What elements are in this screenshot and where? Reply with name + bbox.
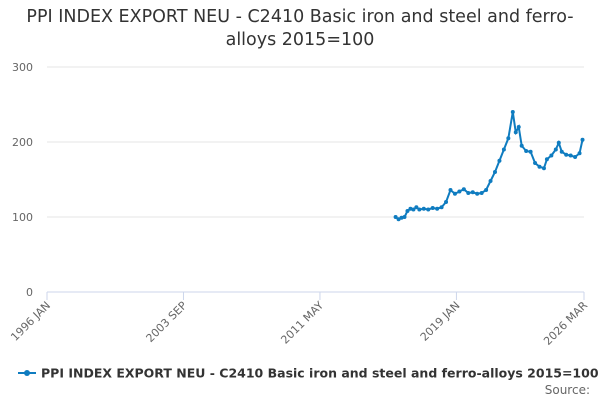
data-point — [421, 206, 426, 211]
data-point — [461, 187, 466, 192]
data-point — [488, 179, 493, 183]
y-tick-label: 300 — [12, 61, 33, 74]
data-point — [541, 166, 546, 171]
data-point — [452, 191, 457, 196]
data-point — [549, 153, 554, 158]
data-point — [417, 207, 422, 212]
data-point — [544, 157, 549, 162]
data-point — [457, 189, 462, 194]
data-point — [510, 110, 515, 114]
data-point — [506, 136, 511, 141]
data-point — [492, 170, 497, 174]
data-point — [556, 140, 561, 145]
source: Source: — [545, 383, 590, 397]
data-point — [479, 191, 484, 195]
chart-title: PPI INDEX EXPORT NEU - C2410 Basic iron … — [26, 7, 574, 50]
data-point — [402, 215, 407, 219]
data-point — [559, 149, 564, 154]
x-tick-label: 2026 MAR — [541, 299, 590, 348]
data-point — [396, 217, 401, 222]
data-point — [533, 161, 538, 165]
data-point — [577, 151, 582, 156]
legend-marker — [24, 370, 30, 376]
x-tick-label: 1996 JAN — [8, 299, 53, 344]
data-point — [564, 152, 569, 157]
x-tick-label: 2011 MAY — [278, 299, 326, 347]
data-point — [430, 206, 435, 210]
data-point — [470, 190, 475, 195]
data-point — [393, 215, 398, 219]
x-tick-label: 2019 JAN — [418, 299, 463, 344]
data-point — [466, 191, 471, 195]
data-point — [568, 153, 573, 158]
data-line — [394, 111, 584, 221]
data-point — [475, 191, 480, 196]
data-point — [553, 147, 558, 152]
data-point — [484, 188, 489, 192]
x-tick-label: 2003 SEP — [144, 299, 190, 345]
data-point — [573, 155, 578, 159]
data-point — [444, 200, 449, 204]
data-point — [537, 164, 542, 169]
data-point — [411, 207, 416, 212]
data-point — [513, 130, 518, 135]
data-point — [524, 149, 529, 153]
y-tick-label: 200 — [12, 136, 33, 149]
data-point — [439, 205, 444, 210]
data-point — [405, 209, 410, 213]
data-point — [519, 143, 524, 148]
y-tick-label: 100 — [12, 211, 33, 224]
y-tick-label: 0 — [26, 286, 33, 299]
data-point — [501, 147, 506, 152]
legend-label: PPI INDEX EXPORT NEU - C2410 Basic iron … — [41, 366, 599, 381]
data-point — [528, 149, 533, 154]
data-point — [580, 137, 585, 142]
data-point — [414, 205, 419, 210]
data-point — [448, 188, 453, 192]
data-point — [435, 206, 440, 211]
data-point — [516, 125, 521, 129]
data-point — [497, 158, 502, 163]
data-point — [426, 207, 431, 212]
